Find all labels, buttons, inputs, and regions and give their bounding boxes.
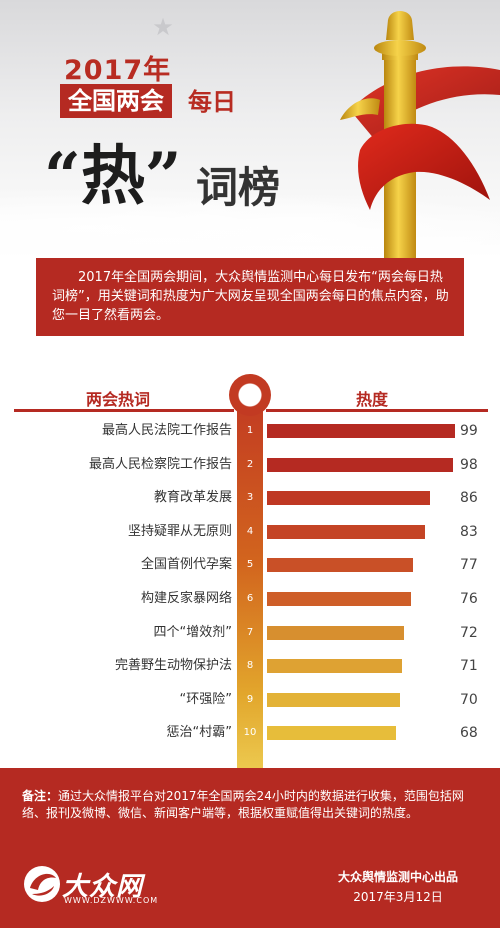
title-box: 全国两会 <box>60 84 172 118</box>
intro-text: 2017年全国两会期间，大众舆情监测中心每日发布“两会每日热词榜”，用关键词和热… <box>52 270 449 323</box>
keyword-label: 惩治“村霸” <box>166 725 232 741</box>
heat-bar <box>267 659 402 674</box>
rank-number: 3 <box>246 492 254 504</box>
hot-list-title: 词榜 <box>196 163 281 212</box>
keyword-header-line <box>14 409 234 412</box>
heat-bar <box>267 625 404 640</box>
footer <box>0 768 500 928</box>
year-title: 2017年 <box>64 55 172 86</box>
heat-bar <box>267 491 431 506</box>
rank-number: 4 <box>246 525 254 537</box>
logo-swirl-icon <box>24 866 60 902</box>
rank-number: 9 <box>246 693 254 705</box>
note-label: 备注： <box>22 789 59 803</box>
heat-bar <box>267 457 454 472</box>
rank-number: 6 <box>246 593 254 604</box>
heat-value-label: 76 <box>460 591 478 607</box>
keyword-label: 教育改革发展 <box>153 490 232 506</box>
heat-bar <box>267 692 400 707</box>
pillar-top-ring <box>229 374 271 416</box>
heat-value-label: 98 <box>460 456 478 473</box>
star-icon: ★ <box>152 13 174 41</box>
logo-text: 大众网 <box>62 872 144 902</box>
keyword-column-header: 两会热词 <box>86 390 151 409</box>
cloud-decoration <box>0 180 500 258</box>
heat-value-label: 71 <box>460 658 478 675</box>
heat-value-label: 68 <box>460 725 478 742</box>
rank-number: 7 <box>246 626 254 638</box>
rank-number: 5 <box>246 559 254 571</box>
keyword-label: 四个“增效剂” <box>153 624 232 640</box>
heat-value-label: 77 <box>460 557 478 574</box>
title-daily: 每日 <box>188 88 236 116</box>
keyword-label: 全国首例代孕案 <box>140 557 232 573</box>
rank-number: 1 <box>246 425 254 436</box>
ranking-pillar <box>237 396 263 768</box>
publish-date: 2017年3月12日 <box>353 890 443 904</box>
hot-word-title: “热” <box>44 139 182 214</box>
heat-column-header: 热度 <box>356 390 389 409</box>
heat-value-label: 86 <box>460 490 478 507</box>
keyword-label: 坚持疑罪从无原则 <box>127 523 232 539</box>
logo-url: WWW.DZWWW.COM <box>64 896 159 905</box>
huabiao-column-icon <box>340 11 500 258</box>
heat-header-line <box>266 409 488 412</box>
rank-number: 2 <box>246 458 254 470</box>
heat-bar <box>267 726 397 741</box>
heat-bar <box>267 558 414 573</box>
heat-value-label: 99 <box>460 423 478 439</box>
heat-value-label: 83 <box>460 523 478 540</box>
heat-value-label: 72 <box>460 624 478 641</box>
heat-bar <box>267 524 425 539</box>
heat-bar <box>267 424 456 438</box>
heat-bar <box>267 592 412 606</box>
rank-number: 10 <box>243 727 257 739</box>
publisher-text: 大众舆情监测中心出品 <box>337 870 458 884</box>
keyword-label: “环强险” <box>179 691 232 707</box>
keyword-label: 最高人民检察院工作报告 <box>88 456 232 472</box>
keyword-label: 最高人民法院工作报告 <box>101 423 232 438</box>
keyword-label: 完善野生动物保护法 <box>114 658 232 674</box>
dzwww-logo: 大众网 WWW.DZWWW.COM <box>22 864 157 908</box>
header-banner: ★ 2017年 全国两会 每日 “热” 词榜 <box>0 0 500 258</box>
keyword-label: 构建反家暴网络 <box>140 591 232 606</box>
intro-panel: 2017年全国两会期间，大众舆情监测中心每日发布“两会每日热词榜”，用关键词和热… <box>36 258 464 336</box>
rank-number: 8 <box>246 660 254 672</box>
note: 备注：通过大众情报平台对2017年全国两会24小时内的数据进行收集，范围包括网络… <box>22 788 482 822</box>
heat-value-label: 70 <box>460 691 478 708</box>
note-text: 通过大众情报平台对2017年全国两会24小时内的数据进行收集，范围包括网络、报刊… <box>22 789 464 820</box>
